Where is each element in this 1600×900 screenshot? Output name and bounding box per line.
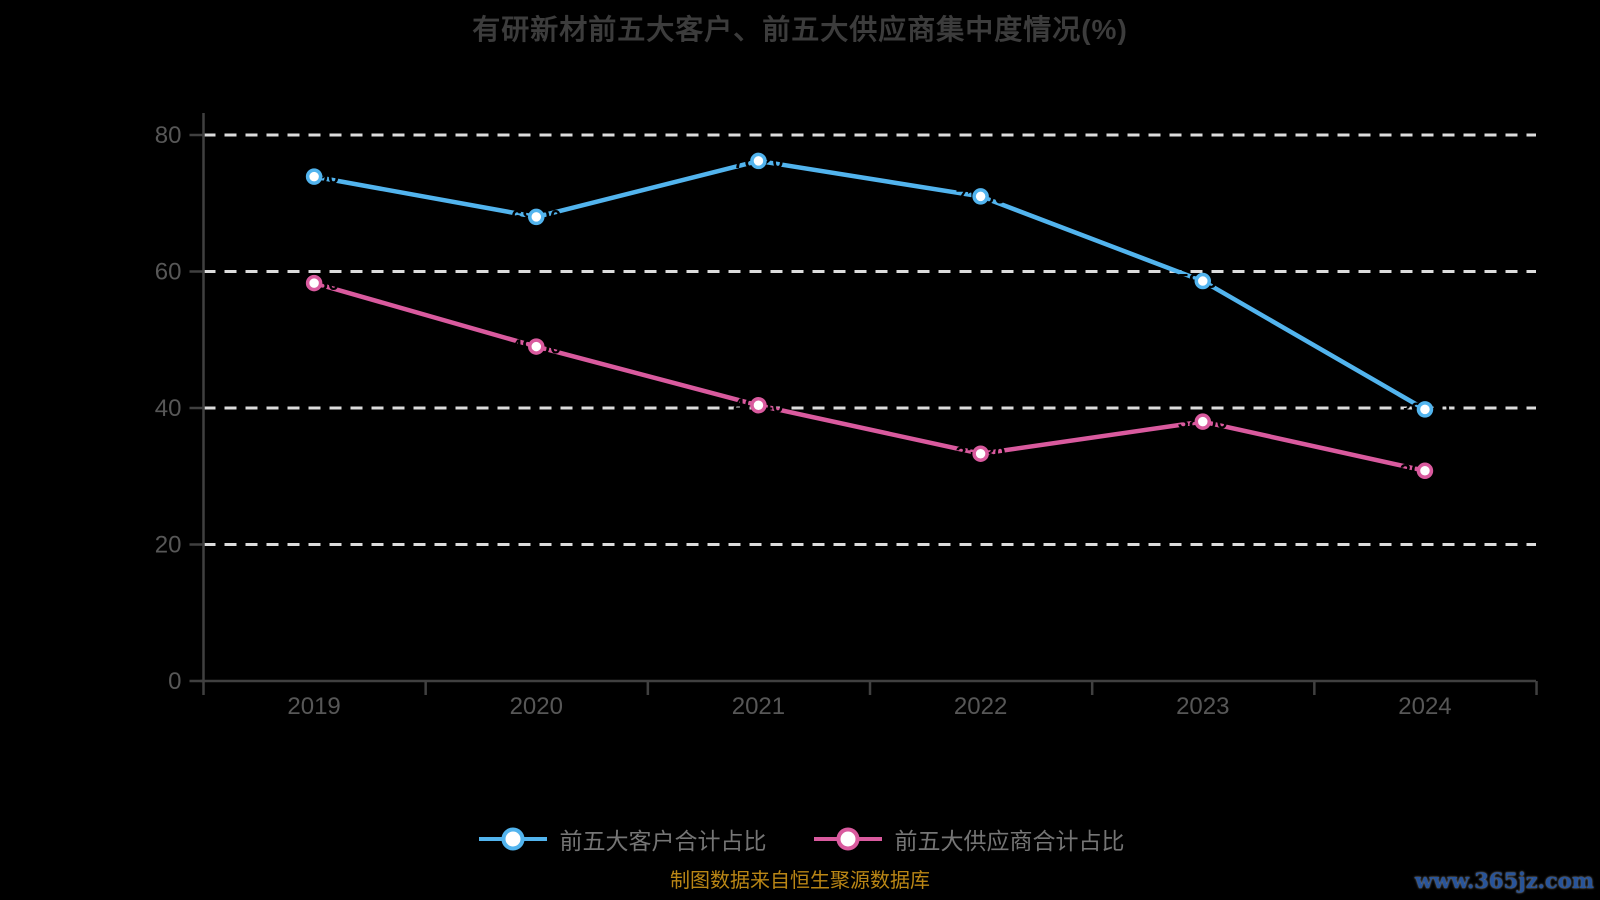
data-point-marker: [1416, 462, 1434, 480]
x-tick-label: 2023: [1176, 693, 1229, 720]
watermark-link: www.365jz.com: [1414, 868, 1594, 893]
x-tick-label: 2021: [732, 693, 785, 720]
data-point-marker: [1194, 413, 1212, 430]
data-point-marker: [972, 445, 989, 462]
data-point-marker: [305, 274, 323, 292]
data-point-marker: [1416, 401, 1434, 418]
line-marker-icon: [478, 827, 547, 851]
data-point-marker: [528, 338, 545, 355]
x-tick-label: 2019: [287, 693, 340, 720]
data-point-marker: [972, 188, 989, 205]
legend-label-customers: 前五大客户合计占比: [559, 828, 767, 854]
legend-label-suppliers: 前五大供应商合计占比: [894, 828, 1125, 854]
y-tick-label: 80: [155, 122, 182, 149]
x-tick-label: 2020: [510, 693, 563, 720]
legend-item-customers: 前五大客户合计占比: [476, 822, 767, 856]
data-point-marker: [750, 152, 767, 170]
y-tick-label: 20: [155, 532, 182, 559]
x-tick-label: 2022: [954, 693, 1007, 720]
series-line-1: [311, 280, 1428, 474]
data-point-marker: [528, 208, 545, 226]
data-source-note: 制图数据来自恒生聚源数据库: [670, 870, 930, 892]
x-tick-label: 2024: [1398, 693, 1451, 720]
y-tick-label: 40: [155, 395, 182, 422]
chart-legend: 前五大客户合计占比 前五大供应商合计占比: [0, 813, 1600, 865]
line-marker-icon: [813, 827, 882, 851]
legend-item-suppliers: 前五大供应商合计占比: [811, 822, 1125, 856]
y-tick-label: 60: [155, 259, 182, 286]
data-point-marker: [1194, 272, 1212, 290]
chart-title: 有研新材前五大客户、前五大供应商集中度情况(%): [472, 14, 1128, 45]
data-point-marker: [750, 397, 767, 414]
series-line-0: [311, 158, 1428, 412]
y-tick-label: 0: [168, 668, 181, 695]
data-point-marker: [305, 168, 323, 185]
